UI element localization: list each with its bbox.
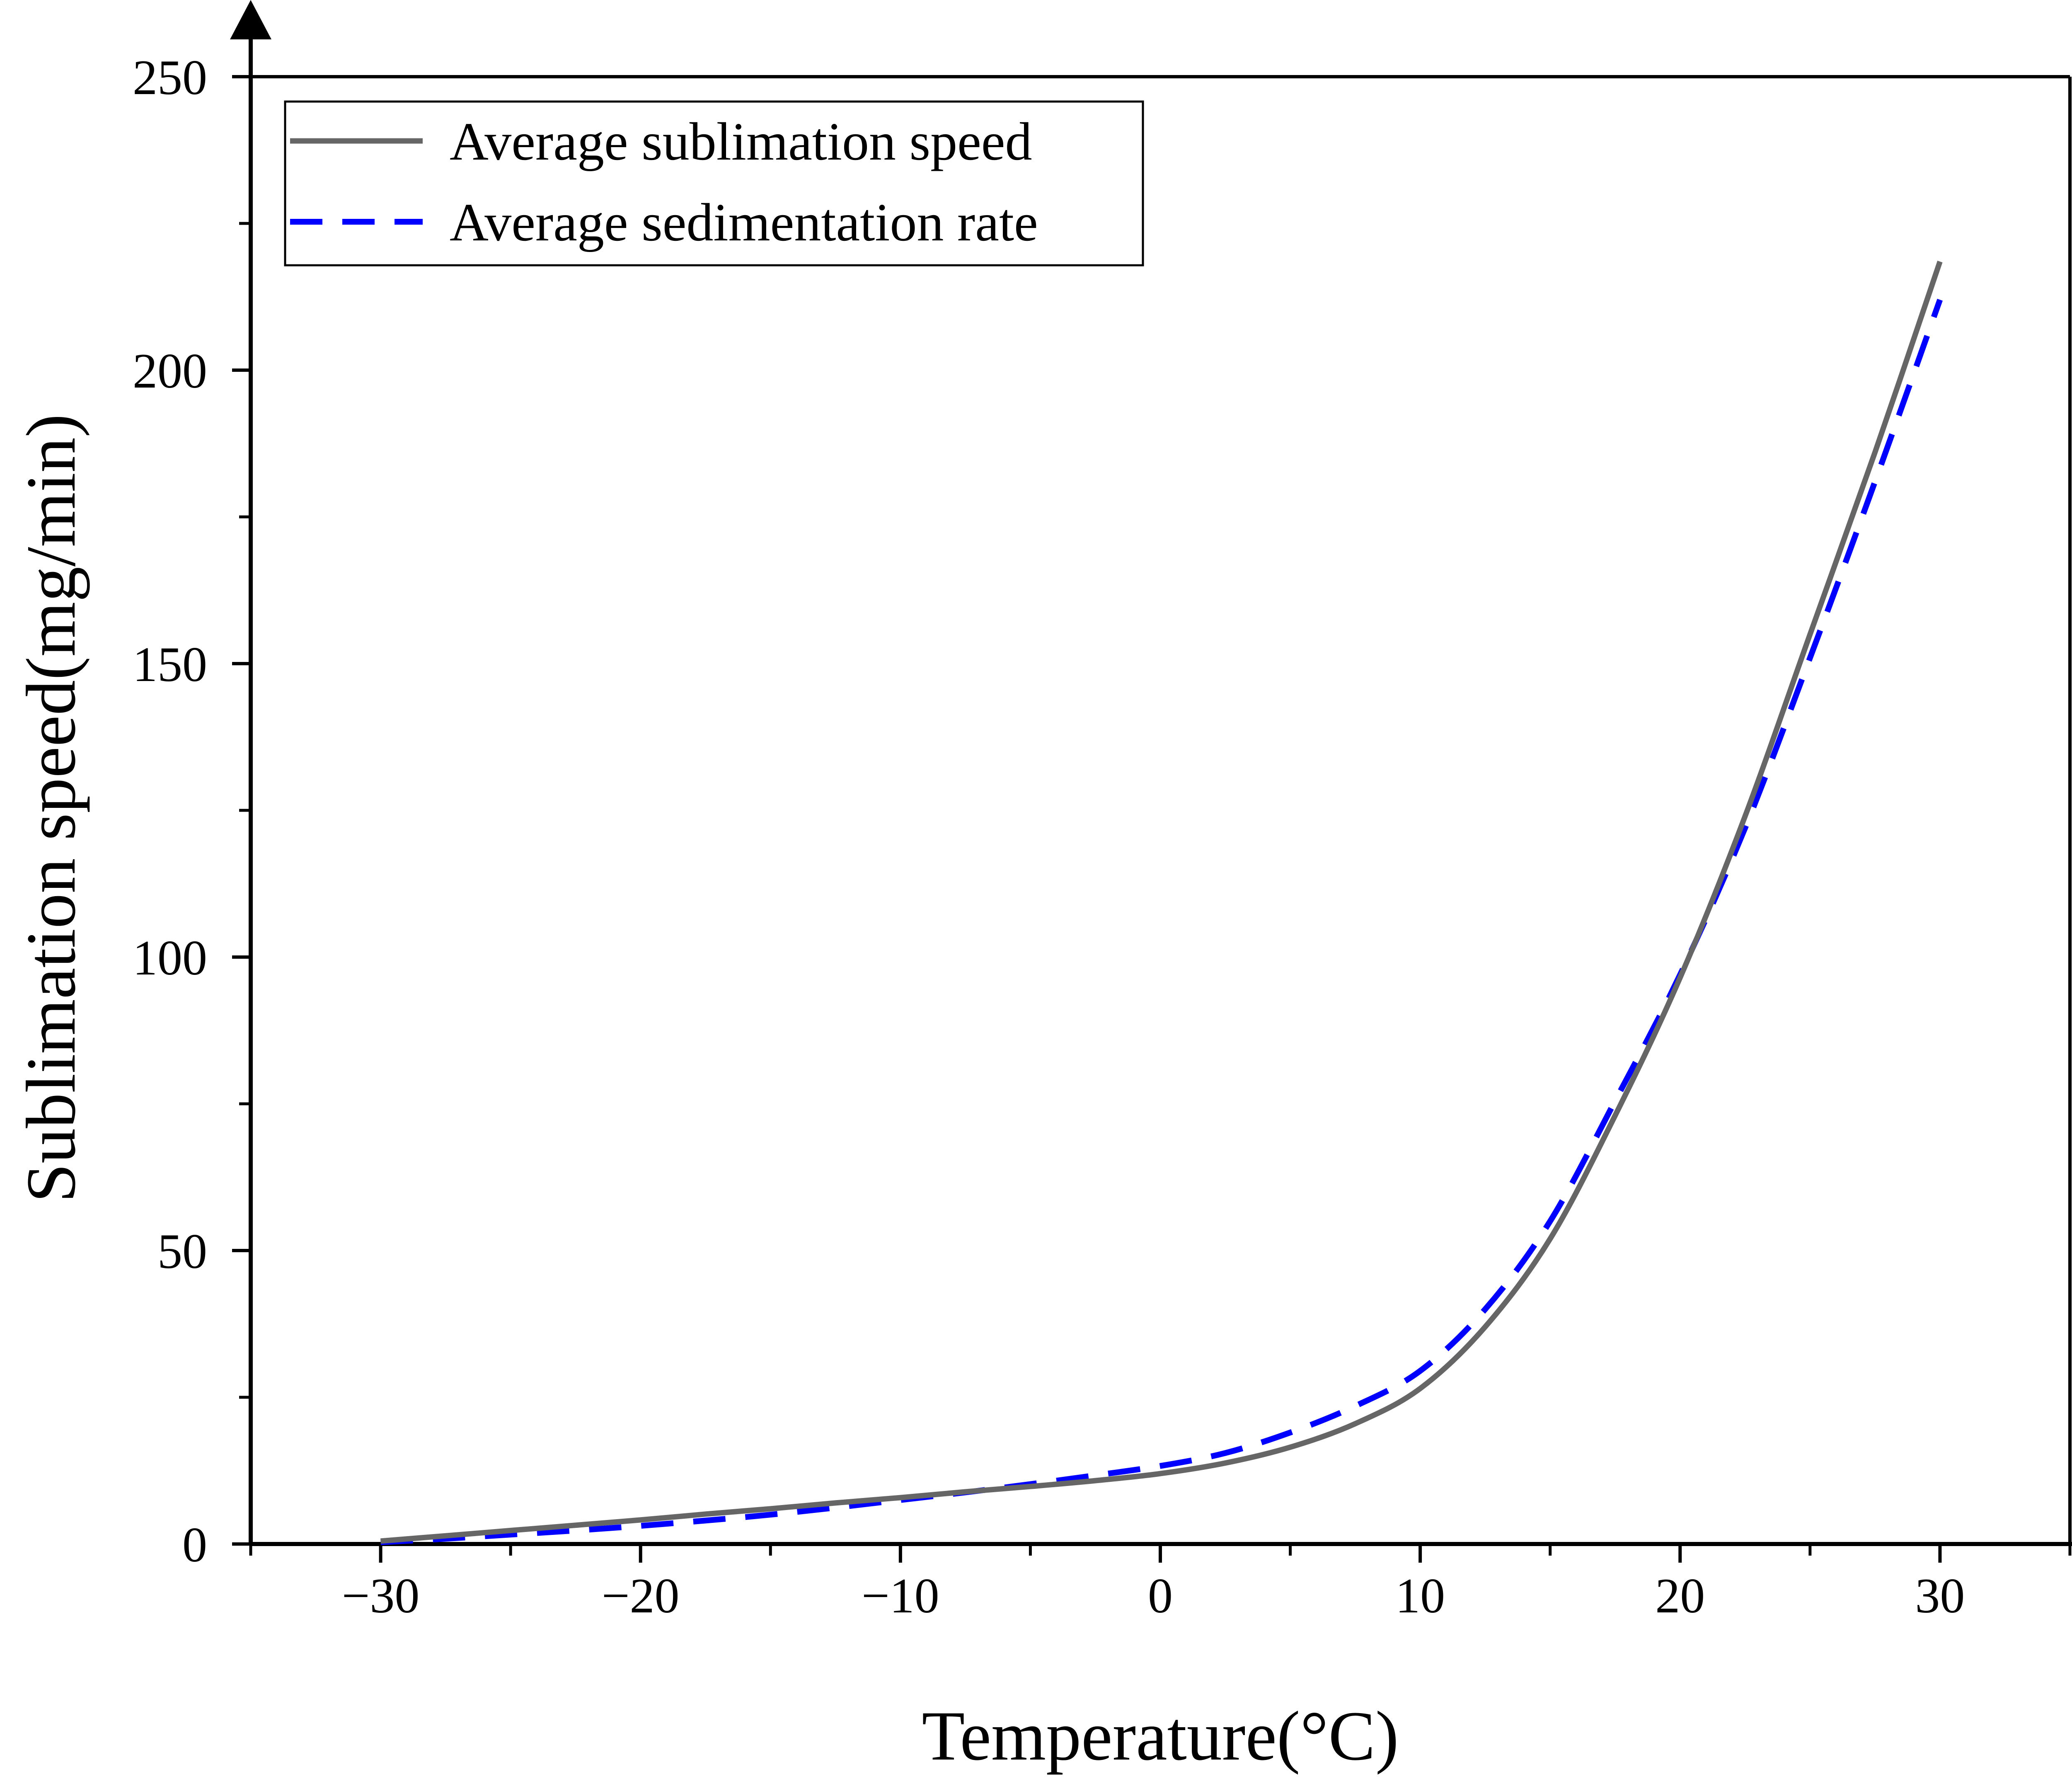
y-tick-label: 0	[182, 1517, 207, 1572]
plot-frame-layer	[230, 0, 2072, 1546]
legend-box	[284, 100, 1144, 267]
tick-layer: −30 −20 −10 0 10 20 30 0 50 100 150 200 250	[133, 50, 2072, 1623]
legend-label: Average sublimation speed	[450, 112, 1032, 172]
axis-titles: Temperature(°C) Sublimation speed(mg/min)	[12, 414, 1399, 1775]
x-tick-label: −20	[602, 1568, 680, 1623]
series-line-sedimentation-rate	[380, 298, 1943, 1545]
y-tick-label: 50	[157, 1224, 207, 1279]
x-axis-title: Temperature(°C)	[922, 1697, 1399, 1775]
y-tick-label: 250	[133, 50, 207, 105]
legend-item-sedimentation-rate: Average sedimentation rate	[290, 193, 1038, 252]
y-tick-label: 150	[133, 637, 207, 692]
x-tick-label: 30	[1915, 1568, 1965, 1623]
legend: Average sublimation speed Average sedimen…	[284, 100, 1144, 267]
x-tick-label: −10	[862, 1568, 939, 1623]
y-axis-title: Sublimation speed(mg/min)	[12, 414, 90, 1203]
y-axis-arrow	[230, 0, 271, 39]
x-tick-label: 20	[1655, 1568, 1705, 1623]
series-layer	[380, 260, 1943, 1545]
x-tick-label: −30	[342, 1568, 420, 1623]
y-tick-label: 100	[133, 930, 207, 985]
y-tick-label: 200	[133, 343, 207, 398]
series-line-sublimation-speed	[380, 260, 1943, 1544]
x-tick-label: 0	[1148, 1568, 1173, 1623]
x-tick-label: 10	[1395, 1568, 1445, 1623]
legend-label: Average sedimentation rate	[450, 193, 1038, 252]
legend-item-sublimation-speed: Average sublimation speed	[290, 112, 1032, 172]
